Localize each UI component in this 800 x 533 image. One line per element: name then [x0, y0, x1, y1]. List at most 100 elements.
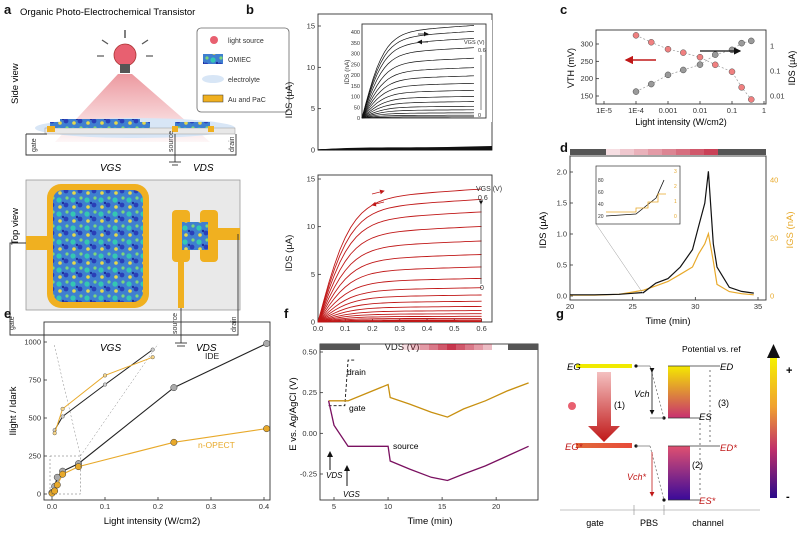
e-point-1-6 [263, 425, 271, 433]
b-light-y-label-1: 5 [311, 270, 315, 279]
d-inset-igs [606, 193, 666, 213]
b-inset-ylabel-7: 350 [351, 41, 360, 47]
b-light-curve-17 [317, 198, 482, 323]
e-frame [43, 321, 271, 501]
f-light-step-6 [456, 344, 465, 350]
b-light-curve-7 [317, 305, 482, 323]
d-yl-label-0: 0.0 [557, 292, 567, 301]
d-igs-trace [570, 231, 754, 296]
c-vth-point-4 [696, 53, 704, 61]
c-ids-point-0 [632, 88, 640, 95]
top-view-label: Top view [10, 208, 21, 245]
b-inset-curve-12 [361, 47, 475, 119]
e-x-label-1: 0.1 [100, 502, 110, 511]
f-trace-source [327, 400, 529, 482]
b-dark-y-label-0: 0 [311, 146, 315, 155]
c-vth-point-5 [712, 61, 719, 69]
top-vds-label: VDS [196, 343, 217, 354]
d-light-step-5 [676, 149, 690, 155]
b-inset-ylabel-8: 400 [351, 30, 360, 36]
c-yl-label-3: 300 [580, 40, 593, 49]
d-light-step-1 [620, 149, 634, 155]
b-light-curve-13 [317, 254, 482, 323]
side-source-label: source [168, 131, 175, 152]
g-step3: (3) [718, 398, 729, 408]
panel-f-label: f [284, 306, 289, 321]
potential-arrow-icon [767, 344, 780, 358]
e-ylabel: Ilight / Idark [8, 386, 19, 435]
d-dark-bar-right [718, 149, 766, 155]
c-ids-point-6 [728, 46, 736, 54]
b-light-x-label-3: 0.3 [395, 324, 405, 333]
top-source-label: source [172, 313, 179, 334]
e-point-0-5 [170, 384, 178, 392]
f-y-label-2: 0.25 [302, 388, 317, 397]
g-step1: (1) [614, 400, 625, 410]
g-es: ES [699, 412, 712, 423]
b-light-curve-4 [317, 315, 482, 323]
chart-f: 5 10 15 20 -0.25 0.00 0.25 0.50 E vs. Ag/AgCl (V… [288, 343, 539, 527]
d-inset-ids [605, 179, 665, 217]
gate-level-light [576, 443, 632, 448]
e-inset-point-0-2 [102, 382, 107, 387]
e-inset-point-1-1 [60, 406, 65, 411]
b-light-curve-1 [317, 320, 482, 323]
b-inset-ylabel-2: 100 [351, 95, 360, 101]
d-yr-label-2: 40 [770, 176, 778, 185]
b-inset-curve-2 [361, 112, 475, 119]
f-ylabel: E vs. Ag/AgCl (V) [288, 377, 299, 450]
d-light-step-6 [690, 149, 704, 155]
legend-omiec: OMIEC [228, 57, 251, 64]
b-inset-vgs-label: VGS (V) [464, 40, 485, 46]
b-light-vgs-bottom: 0 [480, 285, 484, 292]
b-light-y-label-2: 10 [307, 222, 315, 231]
e-series-0 [51, 343, 267, 493]
legend-electrolyte: electrolyte [228, 77, 260, 84]
b-inset-bg [342, 20, 492, 122]
b-light-x-label-5: 0.5 [449, 324, 459, 333]
f-light-step-4 [438, 344, 447, 350]
b-inset-frame [361, 23, 487, 119]
c-yr-label-0: 0.01 [770, 92, 785, 101]
b-light-vgs-top: 0.6 [478, 195, 488, 202]
b-light-x-label-6: 0.6 [476, 324, 486, 333]
chart-e: 0.0 0.1 0.2 0.3 0.4 0 250 500 750 1000 Ilight / Id… [8, 321, 271, 527]
d-yl-label-4: 2.0 [557, 168, 567, 177]
e-inset-point-1-0 [52, 431, 57, 436]
b-dark-y-label-3: 15 [307, 22, 315, 31]
d-x-label-3: 35 [754, 302, 762, 311]
g-channel-label: channel [692, 518, 724, 528]
d-x-label-0: 20 [566, 302, 574, 311]
d-yl-label-1: 0.5 [557, 261, 567, 270]
c-vth-line [635, 34, 752, 100]
e-inset-point-0-1 [60, 414, 65, 419]
b-inset-vgs-bottom: 0 [478, 113, 481, 119]
d-yr-label-1: 20 [770, 234, 778, 243]
d-inset-frame [595, 165, 681, 225]
b-light-x-label-1: 0.1 [340, 324, 350, 333]
b-light-curve-5 [317, 313, 482, 323]
c-xlabel: Light intensity (W/cm2) [635, 117, 727, 127]
top-view-device [9, 179, 241, 347]
d-inset-yl-0: 20 [598, 214, 604, 220]
e-point-1-1 [51, 487, 59, 495]
side-gate-label: gate [31, 138, 38, 152]
d-inset-yl-1: 40 [598, 202, 604, 208]
c-vth-point-2 [664, 45, 672, 53]
b-light-curve-11 [317, 277, 482, 323]
side-vds-label: VDS [193, 163, 214, 174]
d-inset-yr-1: 1 [674, 199, 677, 205]
e-inset-series-1 [54, 356, 153, 434]
e-y-label-0: 0 [37, 490, 41, 499]
b-inset-ylabel-3: 150 [351, 84, 360, 90]
g-eg: EG [567, 362, 581, 373]
g-light-icon [568, 402, 576, 410]
c-vth-point-0 [632, 32, 640, 39]
panel-e-label: e [4, 306, 11, 321]
b-light-curve-8 [317, 300, 482, 323]
b-inset-curve-10 [361, 67, 475, 119]
c-x-label-4: 0.1 [727, 106, 737, 115]
legend-light-source: light source [228, 38, 264, 45]
c-yl-label-2: 250 [580, 57, 593, 66]
d-x-label-1: 25 [628, 302, 636, 311]
